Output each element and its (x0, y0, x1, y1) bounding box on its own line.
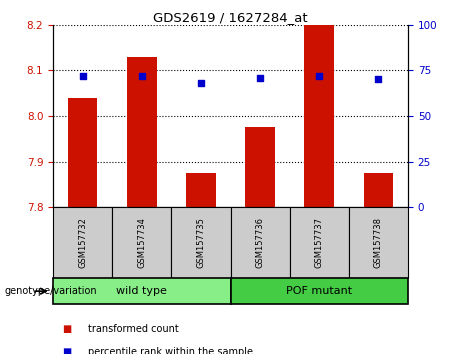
Text: GDS2619 / 1627284_at: GDS2619 / 1627284_at (153, 11, 308, 24)
Text: GSM157736: GSM157736 (255, 217, 265, 268)
Point (315, 73, 323, 79)
Bar (245, 127, 275, 207)
Text: ■: ■ (62, 324, 71, 334)
Text: GSM157732: GSM157732 (78, 217, 87, 268)
Point (197, 80, 205, 86)
Point (375, 77, 382, 82)
Bar (230, 278, 408, 304)
Bar (53, 207, 112, 278)
Text: GSM157737: GSM157737 (315, 217, 324, 268)
Point (256, 75, 264, 80)
Bar (364, 173, 393, 207)
Bar (230, 207, 290, 278)
Text: wild type: wild type (116, 286, 167, 296)
Bar (290, 207, 349, 278)
Text: GSM157738: GSM157738 (374, 217, 383, 268)
Text: POF mutant: POF mutant (286, 286, 352, 296)
Text: GSM157734: GSM157734 (137, 217, 146, 268)
Bar (304, 25, 334, 207)
Bar (171, 207, 230, 278)
Bar (127, 57, 157, 207)
Bar (112, 207, 171, 278)
Point (138, 73, 145, 79)
Bar (349, 207, 408, 278)
Text: ■: ■ (62, 347, 71, 354)
Text: genotype/variation: genotype/variation (5, 286, 97, 296)
Text: transformed count: transformed count (88, 324, 178, 334)
Point (79, 73, 86, 79)
Bar (53, 278, 230, 304)
Bar (186, 173, 216, 207)
Text: GSM157735: GSM157735 (196, 217, 206, 268)
Text: percentile rank within the sample: percentile rank within the sample (88, 347, 253, 354)
Bar (68, 98, 97, 207)
